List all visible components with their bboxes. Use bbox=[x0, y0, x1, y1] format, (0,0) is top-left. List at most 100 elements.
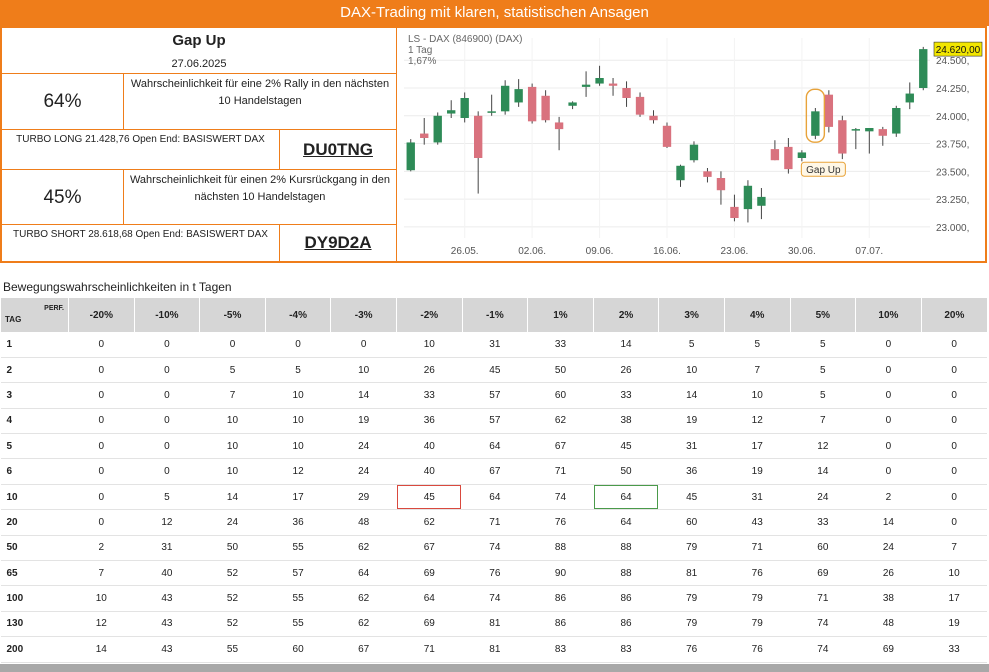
signal-title: Gap Up bbox=[172, 32, 226, 49]
table-cell: 55 bbox=[265, 535, 331, 562]
table-row: 200 14 43 55 60 67 71 81 83 83 76 76 74 69 33 bbox=[0, 636, 987, 663]
table-cell: 10 bbox=[199, 458, 266, 485]
table-row: 3 0 0 7 10 14 33 57 60 33 14 10 5 0 0 bbox=[0, 382, 987, 409]
table-cell: 0 bbox=[855, 408, 922, 435]
table-cell: 12 bbox=[68, 611, 135, 638]
table-cell: 29 bbox=[330, 484, 397, 511]
table-cell: 31 bbox=[658, 433, 725, 460]
table-cell: 10 bbox=[265, 382, 331, 409]
candle-body bbox=[703, 171, 712, 177]
table-cell: 0 bbox=[68, 408, 135, 435]
table-cell: 43 bbox=[134, 636, 200, 663]
table-cell: 67 bbox=[396, 535, 463, 562]
candle-body bbox=[743, 185, 753, 210]
table-cell: 10 bbox=[724, 382, 791, 409]
table-row: 5 0 0 10 10 24 40 64 67 45 31 17 12 0 0 bbox=[0, 433, 987, 460]
table-cell: 5 bbox=[724, 332, 791, 358]
table-cell: 40 bbox=[396, 458, 463, 485]
column-header: -5% bbox=[199, 298, 266, 332]
table-cell: 31 bbox=[462, 332, 528, 358]
table-cell: 19 bbox=[330, 408, 397, 435]
table-cell: 24 bbox=[330, 433, 397, 460]
x-tick-label: 30.06. bbox=[788, 246, 816, 257]
table-cell: 31 bbox=[724, 484, 791, 511]
table-cell: 52 bbox=[199, 611, 266, 638]
table-cell: 0 bbox=[134, 332, 200, 358]
table-cell: 10 bbox=[199, 408, 266, 435]
bottom-bar bbox=[0, 664, 989, 672]
signal-date: 27.06.2025 bbox=[171, 58, 227, 70]
corner-tag: TAG bbox=[5, 315, 22, 324]
table-cell: 0 bbox=[330, 332, 397, 358]
table-cell: 76 bbox=[658, 636, 725, 663]
table-row: 2 0 0 5 5 10 26 45 50 26 10 7 5 0 0 bbox=[0, 357, 987, 384]
table-row: 65 7 40 52 57 64 69 76 90 88 81 76 69 26 10 bbox=[0, 560, 987, 587]
table-cell: 74 bbox=[527, 484, 594, 511]
long-wkn-link[interactable]: DU0TNG bbox=[280, 130, 397, 170]
signal-header: Gap Up 27.06.2025 bbox=[2, 28, 397, 74]
table-cell: 10 bbox=[658, 357, 725, 384]
table-cell: 71 bbox=[396, 636, 463, 663]
row-day-label: 50 bbox=[0, 535, 69, 562]
table-cell: 55 bbox=[199, 636, 266, 663]
table-cell: 67 bbox=[330, 636, 397, 663]
long-wkn[interactable]: DU0TNG bbox=[303, 140, 373, 159]
table-cell: 12 bbox=[724, 408, 791, 435]
table-cell: 14 bbox=[199, 484, 266, 511]
table-cell: 86 bbox=[593, 611, 659, 638]
row-day-label: 100 bbox=[0, 585, 69, 612]
y-tick-label: 24.500, bbox=[936, 56, 969, 67]
table-row: 130 12 43 52 55 62 69 81 86 86 79 79 74 48 19 bbox=[0, 611, 987, 638]
column-header: -2% bbox=[395, 298, 463, 332]
table-row: 10 0 5 14 17 29 45 64 74 64 45 31 24 2 0 bbox=[0, 484, 987, 511]
gap-up-highlight bbox=[805, 88, 826, 143]
row-day-label: 3 bbox=[0, 382, 69, 409]
table-cell: 0 bbox=[134, 458, 200, 485]
table-cell: 0 bbox=[921, 433, 987, 460]
short-turbo-info: TURBO SHORT 28.618,68 Open End: BASISWER… bbox=[2, 225, 280, 261]
corner-cell: PERF. TAG bbox=[0, 298, 69, 332]
table-cell: 50 bbox=[527, 357, 594, 384]
short-wkn-link[interactable]: DY9D2A bbox=[280, 225, 397, 261]
table-cell: 79 bbox=[658, 535, 725, 562]
table-cell: 88 bbox=[593, 560, 659, 587]
candle-body bbox=[838, 120, 847, 154]
candle-body bbox=[865, 128, 874, 132]
column-header: 3% bbox=[658, 298, 725, 332]
table-cell: 5 bbox=[790, 382, 856, 409]
table-cell: 31 bbox=[134, 535, 200, 562]
candle-body bbox=[420, 133, 429, 138]
chart-title: LS - DAX (846900) (DAX) bbox=[408, 34, 523, 45]
table-title: Bewegungswahrscheinlichkeiten in t Tagen bbox=[3, 280, 232, 294]
table-cell: 24 bbox=[199, 509, 266, 536]
candle-body bbox=[581, 84, 591, 87]
candle-body bbox=[622, 88, 631, 98]
gap-up-label-box bbox=[800, 161, 846, 177]
table-cell: 0 bbox=[265, 332, 331, 358]
candle-body bbox=[689, 144, 699, 161]
table-cell: 76 bbox=[462, 560, 528, 587]
table-cell: 10 bbox=[68, 585, 135, 612]
candle-body bbox=[568, 102, 577, 106]
short-wkn[interactable]: DY9D2A bbox=[304, 233, 372, 252]
row-day-label: 1 bbox=[0, 332, 69, 358]
x-tick-label: 26.05. bbox=[451, 246, 479, 257]
table-cell: 76 bbox=[724, 636, 791, 663]
signal-info: Gap Up 27.06.2025 64% Wahrscheinlichkeit… bbox=[2, 28, 397, 261]
candle-body bbox=[757, 196, 766, 206]
column-header: -10% bbox=[133, 298, 200, 332]
short-probability: 45% bbox=[2, 170, 124, 225]
table-cell: 64 bbox=[462, 484, 528, 511]
table-cell: 5 bbox=[134, 484, 200, 511]
candle-body bbox=[770, 149, 780, 161]
table-cell: 10 bbox=[921, 560, 987, 587]
table-row: 4 0 0 10 10 19 36 57 62 38 19 12 7 0 0 bbox=[0, 408, 987, 435]
table-cell: 52 bbox=[199, 560, 266, 587]
table-cell: 36 bbox=[396, 408, 463, 435]
table-cell: 52 bbox=[199, 585, 266, 612]
table-cell: 69 bbox=[790, 560, 856, 587]
table-cell: 69 bbox=[396, 560, 463, 587]
table-cell: 79 bbox=[724, 585, 791, 612]
candle-body bbox=[608, 83, 618, 86]
last-price-box bbox=[933, 41, 983, 57]
